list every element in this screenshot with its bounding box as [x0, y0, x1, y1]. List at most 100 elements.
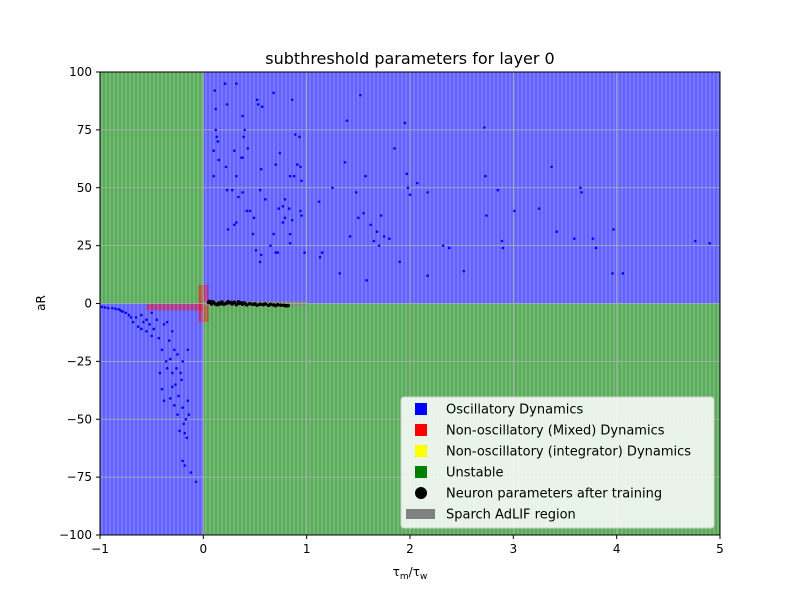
data-point — [217, 158, 221, 162]
data-point — [354, 191, 358, 194]
data-point — [338, 272, 342, 275]
data-point — [186, 399, 190, 403]
data-point — [318, 255, 322, 259]
data-point — [248, 301, 252, 306]
x-tick-label: −1 — [91, 542, 109, 556]
data-point — [550, 165, 553, 169]
data-point — [164, 360, 168, 363]
legend-label: Neuron parameters after training — [446, 487, 662, 502]
data-point — [214, 107, 218, 111]
data-point — [232, 300, 237, 305]
data-point — [176, 413, 179, 416]
data-point — [275, 302, 280, 307]
data-point — [180, 378, 183, 382]
x-label-sub-m: m — [400, 572, 409, 582]
legend-label: Oscillatory Dynamics — [446, 403, 584, 418]
data-point — [168, 357, 172, 361]
x-axis-label: τm/τw — [393, 565, 428, 582]
data-point — [398, 260, 401, 264]
data-point — [226, 228, 230, 231]
data-point — [259, 167, 263, 171]
data-point — [245, 209, 249, 213]
data-point — [145, 318, 148, 322]
chart-title: subthreshold parameters for layer 0 — [265, 49, 554, 68]
data-point — [174, 383, 177, 386]
legend-marker — [415, 487, 427, 499]
data-point — [621, 272, 625, 275]
data-point — [254, 248, 258, 252]
data-point — [177, 394, 180, 398]
data-point — [290, 98, 294, 102]
points-layer — [100, 82, 711, 484]
data-point — [258, 188, 262, 192]
data-point — [258, 302, 262, 306]
data-point — [184, 417, 188, 421]
data-point — [235, 174, 238, 178]
data-point — [111, 306, 114, 310]
x-tick-label: 0 — [200, 542, 208, 556]
data-point — [150, 334, 153, 338]
y-axis-label: aR — [34, 295, 48, 311]
data-point — [142, 320, 145, 324]
data-point — [106, 306, 110, 310]
legend-marker — [415, 466, 427, 478]
y-tick-label: 100 — [69, 65, 92, 79]
data-point — [173, 404, 176, 407]
data-point — [183, 464, 187, 467]
data-point — [216, 140, 220, 143]
data-point — [212, 174, 215, 178]
x-tick-label: 1 — [303, 542, 311, 556]
data-point — [288, 232, 292, 236]
data-point — [294, 133, 297, 136]
data-point — [160, 387, 164, 391]
data-point — [369, 223, 373, 227]
data-point — [377, 244, 381, 247]
data-point — [364, 174, 367, 178]
data-point — [134, 316, 138, 319]
data-point — [187, 413, 191, 416]
data-point — [152, 327, 156, 331]
data-point — [283, 216, 287, 220]
data-point — [299, 165, 302, 169]
legend-marker — [415, 424, 427, 436]
data-point — [594, 246, 598, 250]
data-point — [693, 239, 697, 243]
legend-marker — [415, 445, 427, 457]
data-point — [171, 385, 174, 389]
data-point — [119, 309, 122, 312]
data-point — [276, 251, 280, 254]
data-point — [462, 269, 466, 273]
region-mixed — [146, 303, 204, 311]
y-tick-label: 75 — [77, 123, 92, 137]
data-point — [150, 311, 153, 315]
data-point — [235, 82, 238, 85]
data-point — [612, 228, 615, 231]
data-point — [415, 181, 419, 185]
data-point — [591, 237, 595, 240]
data-point — [213, 89, 216, 92]
data-point — [537, 207, 541, 210]
x-tick-label: 2 — [406, 542, 414, 556]
legend-marker — [415, 403, 427, 415]
data-point — [268, 302, 273, 307]
data-point — [175, 367, 178, 370]
data-point — [388, 237, 391, 240]
data-point — [140, 313, 143, 317]
data-point — [117, 307, 120, 311]
data-point — [573, 237, 576, 240]
data-point — [272, 91, 275, 95]
data-point — [362, 211, 365, 215]
data-point — [393, 147, 396, 150]
data-point — [165, 367, 169, 370]
data-point — [281, 204, 285, 208]
y-tick-label: −50 — [67, 412, 92, 426]
data-point — [244, 303, 249, 307]
data-point — [382, 235, 386, 238]
data-point — [345, 119, 349, 122]
data-point — [176, 353, 179, 356]
data-point — [283, 198, 287, 201]
data-point — [168, 397, 172, 400]
data-point — [348, 235, 352, 238]
data-point — [194, 480, 198, 484]
data-point — [246, 147, 250, 150]
